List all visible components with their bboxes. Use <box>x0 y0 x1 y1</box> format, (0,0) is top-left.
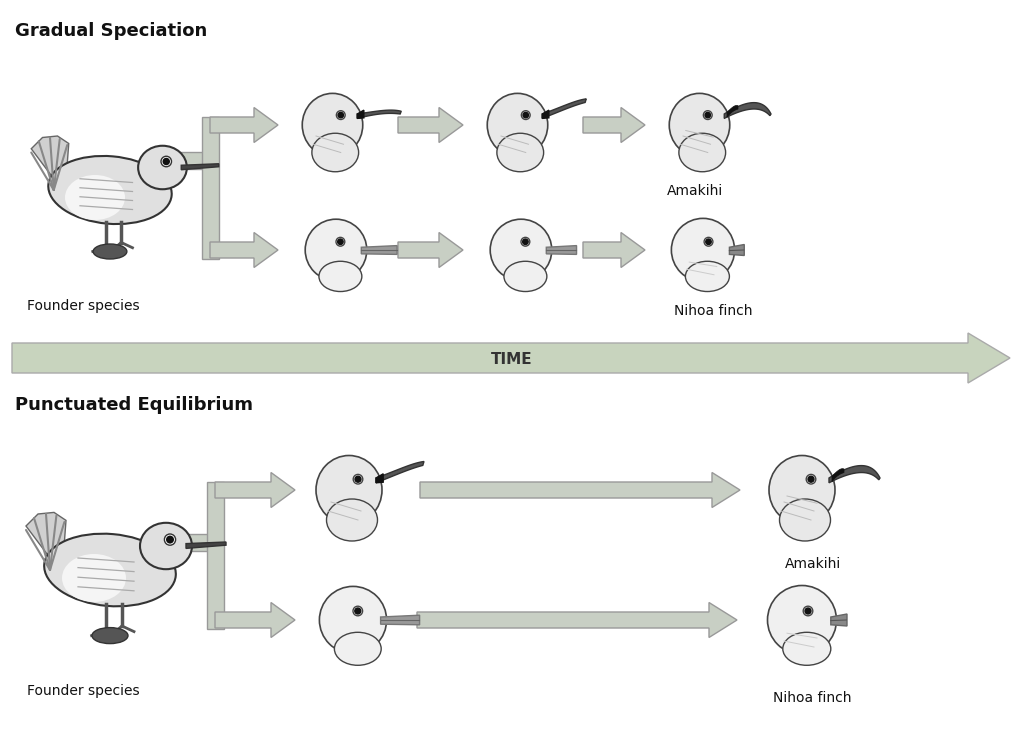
Ellipse shape <box>327 499 378 541</box>
Circle shape <box>338 239 343 244</box>
Polygon shape <box>543 110 549 118</box>
Circle shape <box>706 239 712 244</box>
Polygon shape <box>417 603 737 637</box>
Circle shape <box>161 156 171 167</box>
Circle shape <box>523 113 528 118</box>
Polygon shape <box>12 333 1010 383</box>
Polygon shape <box>420 473 740 508</box>
Ellipse shape <box>318 261 361 291</box>
Ellipse shape <box>335 632 381 665</box>
Polygon shape <box>210 107 278 143</box>
Polygon shape <box>830 614 847 626</box>
Circle shape <box>163 158 170 166</box>
Polygon shape <box>32 136 69 194</box>
Ellipse shape <box>93 244 127 259</box>
Ellipse shape <box>490 219 552 281</box>
Polygon shape <box>724 102 771 118</box>
Polygon shape <box>210 233 278 267</box>
Ellipse shape <box>62 554 126 602</box>
Text: Punctuated Equilibrium: Punctuated Equilibrium <box>15 396 253 414</box>
Circle shape <box>806 475 816 484</box>
Polygon shape <box>357 110 364 118</box>
Polygon shape <box>829 466 880 483</box>
Bar <box>178 152 210 169</box>
Text: Nihoa finch: Nihoa finch <box>674 304 753 318</box>
Ellipse shape <box>679 133 726 171</box>
Polygon shape <box>215 603 295 637</box>
Polygon shape <box>398 233 463 267</box>
Ellipse shape <box>782 632 830 665</box>
Text: Nihoa finch: Nihoa finch <box>773 691 851 705</box>
Circle shape <box>521 110 530 119</box>
Polygon shape <box>186 542 226 548</box>
Ellipse shape <box>487 93 548 157</box>
Text: Amakihi: Amakihi <box>784 557 841 571</box>
Polygon shape <box>181 163 219 170</box>
Circle shape <box>705 237 713 246</box>
Ellipse shape <box>769 456 835 525</box>
Ellipse shape <box>305 219 367 281</box>
Ellipse shape <box>670 93 730 157</box>
Ellipse shape <box>316 456 382 525</box>
Circle shape <box>353 606 362 616</box>
Polygon shape <box>546 246 577 255</box>
Ellipse shape <box>92 628 128 643</box>
Polygon shape <box>831 469 844 481</box>
Polygon shape <box>215 473 295 508</box>
Circle shape <box>354 608 360 614</box>
Ellipse shape <box>768 586 837 654</box>
Polygon shape <box>357 110 401 118</box>
Circle shape <box>705 113 711 118</box>
Ellipse shape <box>319 587 387 654</box>
Polygon shape <box>361 246 397 255</box>
Circle shape <box>336 237 345 246</box>
Ellipse shape <box>672 219 734 282</box>
Polygon shape <box>729 244 744 255</box>
Circle shape <box>336 110 345 119</box>
Text: Gradual Speciation: Gradual Speciation <box>15 22 207 40</box>
Polygon shape <box>727 105 738 117</box>
Circle shape <box>803 606 813 616</box>
Text: Founder species: Founder species <box>27 299 139 313</box>
Circle shape <box>703 110 712 119</box>
Circle shape <box>338 113 343 118</box>
Circle shape <box>355 476 361 482</box>
Ellipse shape <box>138 146 186 189</box>
Text: Amakihi: Amakihi <box>667 184 723 198</box>
Ellipse shape <box>504 261 547 291</box>
Ellipse shape <box>44 534 176 606</box>
Circle shape <box>166 536 174 544</box>
Ellipse shape <box>65 175 125 220</box>
Bar <box>207 481 223 629</box>
Polygon shape <box>376 461 424 483</box>
Polygon shape <box>26 512 66 574</box>
Ellipse shape <box>302 93 362 157</box>
Circle shape <box>522 239 528 244</box>
Ellipse shape <box>48 156 172 224</box>
Ellipse shape <box>140 523 193 569</box>
Ellipse shape <box>685 261 729 291</box>
Bar <box>202 116 218 258</box>
Polygon shape <box>583 233 645 267</box>
Circle shape <box>521 237 529 246</box>
Ellipse shape <box>497 133 544 171</box>
Polygon shape <box>398 107 463 143</box>
Circle shape <box>353 475 362 484</box>
Ellipse shape <box>779 499 830 541</box>
Polygon shape <box>583 107 645 143</box>
Bar <box>180 534 215 551</box>
Polygon shape <box>543 99 587 118</box>
Ellipse shape <box>312 133 358 171</box>
Circle shape <box>165 534 175 545</box>
Text: TIME: TIME <box>492 352 532 367</box>
Polygon shape <box>376 474 383 483</box>
Circle shape <box>805 608 811 614</box>
Circle shape <box>808 476 814 482</box>
Polygon shape <box>381 615 420 625</box>
Text: Founder species: Founder species <box>27 684 139 698</box>
